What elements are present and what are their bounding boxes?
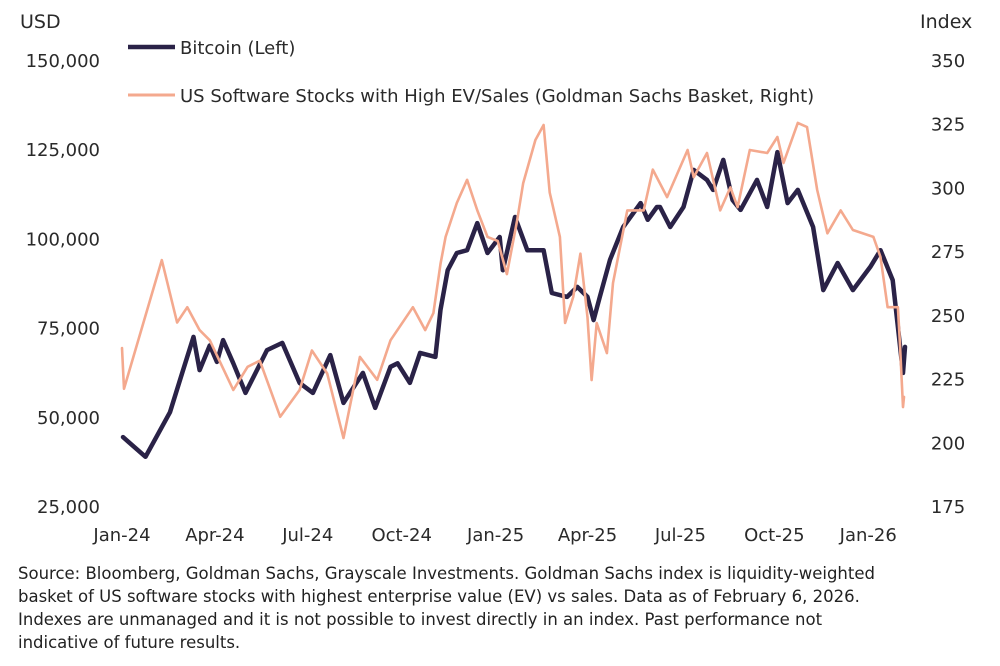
right-tick-label: 250 bbox=[931, 306, 965, 327]
chart: USD Index 150,000 125,000 100,000 75,000 50,… bbox=[20, 11, 972, 546]
x-tick-label: Jan-25 bbox=[466, 525, 524, 546]
left-tick-label: 50,000 bbox=[37, 408, 100, 429]
right-tick-label: 200 bbox=[931, 433, 965, 454]
legend: Bitcoin (Left) US Software Stocks with H… bbox=[128, 38, 814, 107]
x-tick-label: Apr-24 bbox=[185, 525, 244, 546]
bitcoin-line bbox=[120, 149, 908, 460]
x-tick-label: Jul-25 bbox=[654, 525, 706, 546]
right-tick-label: 175 bbox=[931, 497, 965, 518]
left-tick-label: 75,000 bbox=[37, 319, 100, 340]
x-tick-label: Jan-24 bbox=[92, 525, 150, 546]
footnote-line: Source: Bloomberg, Goldman Sachs, Graysc… bbox=[18, 564, 875, 583]
x-tick-label: Apr-25 bbox=[558, 525, 617, 546]
left-tick-label: 100,000 bbox=[26, 229, 100, 250]
right-axis-ticks: 350 325 300 275 250 225 200 175 bbox=[931, 51, 965, 518]
footnote-line: indicative of future results. bbox=[18, 633, 241, 652]
legend-label-software: US Software Stocks with High EV/Sales (G… bbox=[180, 86, 814, 107]
left-tick-label: 150,000 bbox=[26, 51, 100, 72]
left-axis-ticks: 150,000 125,000 100,000 75,000 50,000 25,000 bbox=[26, 51, 100, 518]
left-axis-unit: USD bbox=[20, 11, 61, 33]
right-tick-label: 350 bbox=[931, 51, 965, 72]
x-tick-label: Oct-25 bbox=[744, 525, 805, 546]
software-index-line bbox=[120, 121, 906, 440]
series-lines bbox=[120, 121, 908, 460]
right-tick-label: 325 bbox=[931, 115, 965, 136]
x-tick-label: Jan-26 bbox=[839, 525, 897, 546]
right-tick-label: 300 bbox=[931, 178, 965, 199]
right-tick-label: 225 bbox=[931, 370, 965, 391]
x-tick-label: Oct-24 bbox=[371, 525, 432, 546]
footnote-line: basket of US software stocks with highes… bbox=[18, 587, 860, 606]
right-tick-label: 275 bbox=[931, 242, 965, 263]
x-tick-label: Jul-24 bbox=[281, 525, 333, 546]
left-tick-label: 125,000 bbox=[26, 140, 100, 161]
legend-label-bitcoin: Bitcoin (Left) bbox=[180, 38, 295, 59]
footnote-line: Indexes are unmanaged and it is not poss… bbox=[18, 610, 823, 629]
right-axis-unit: Index bbox=[920, 11, 972, 33]
x-axis-ticks: Jan-24 Apr-24 Jul-24 Oct-24 Jan-25 Apr-25 Jul-… bbox=[92, 525, 896, 546]
left-tick-label: 25,000 bbox=[37, 497, 100, 518]
source-footnote: Source: Bloomberg, Goldman Sachs, Graysc… bbox=[18, 562, 988, 654]
